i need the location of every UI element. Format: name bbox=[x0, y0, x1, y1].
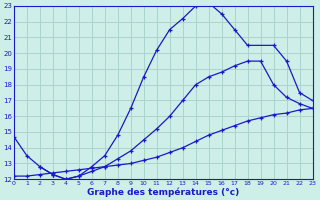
X-axis label: Graphe des températures (°c): Graphe des températures (°c) bbox=[87, 187, 239, 197]
